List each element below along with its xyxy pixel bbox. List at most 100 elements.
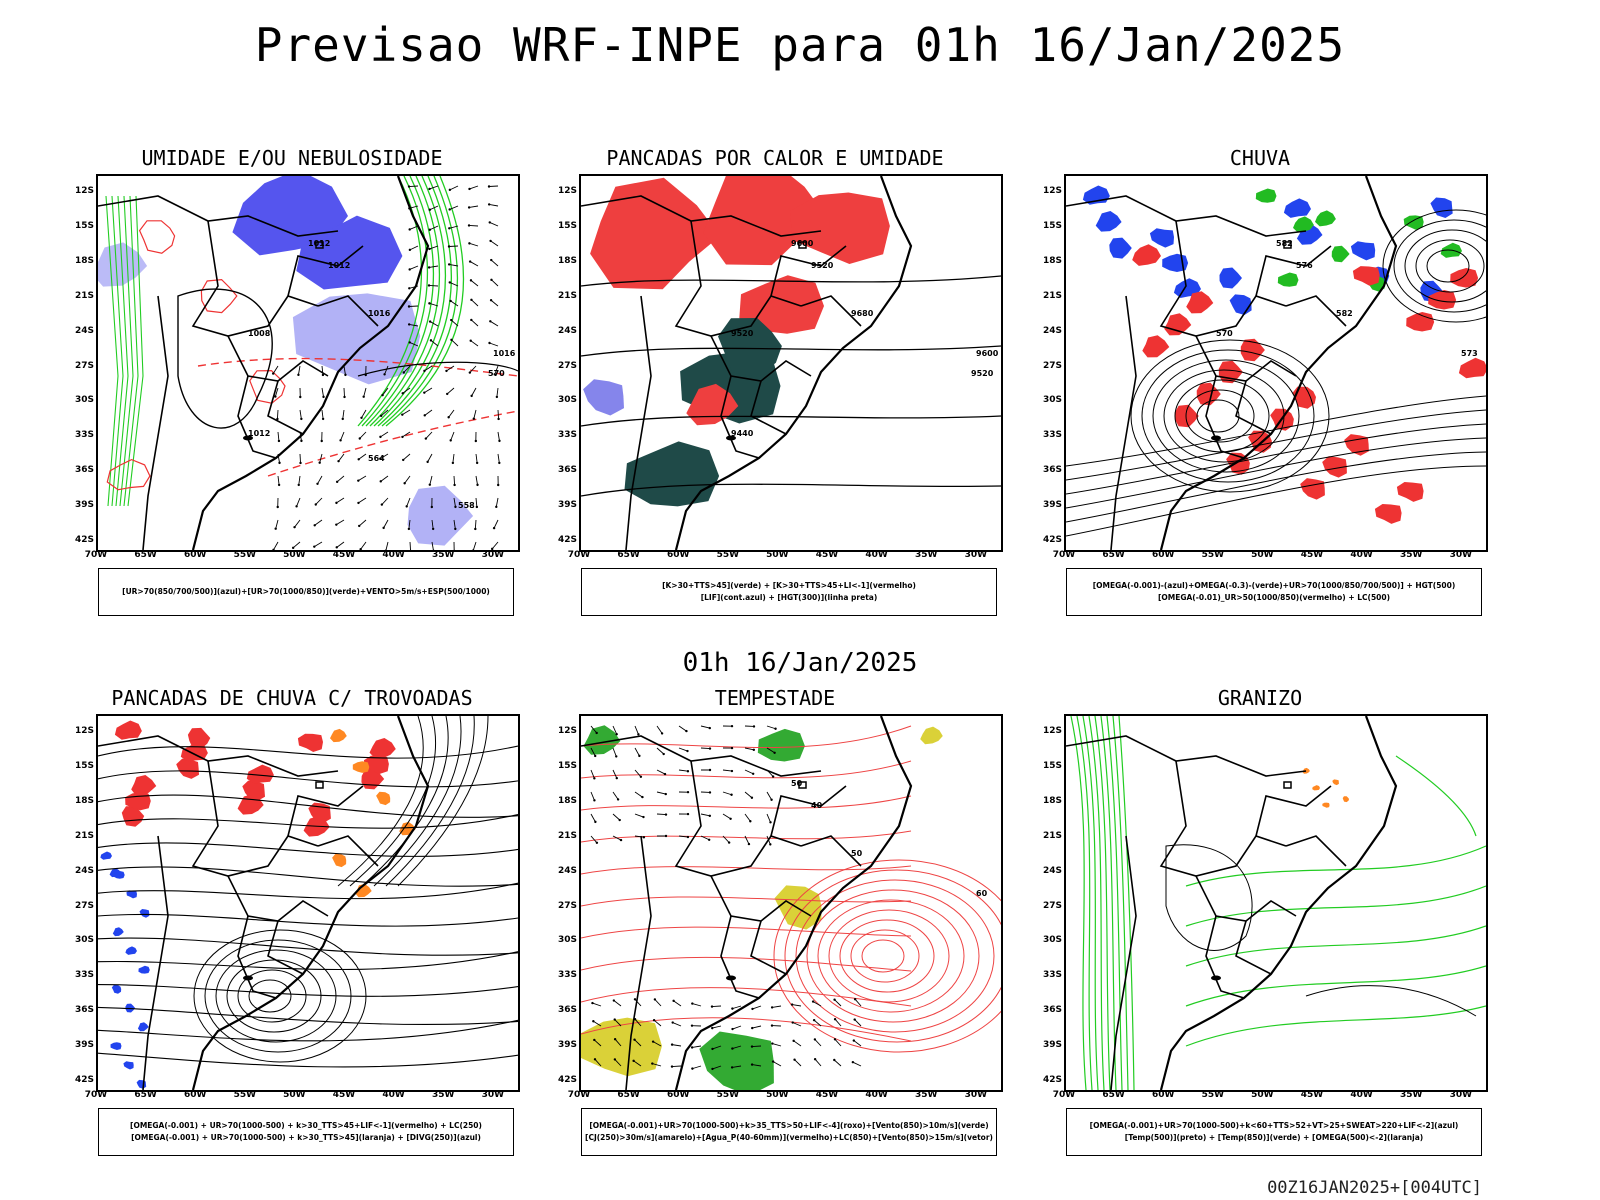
wind-arrow-head <box>321 373 325 377</box>
wind-arrow <box>590 725 598 734</box>
temp-850-contour <box>1076 716 1093 1090</box>
divergence-blue <box>138 965 150 974</box>
latitude-label: 24S <box>1042 325 1062 336</box>
wind-arrow-head <box>318 461 321 464</box>
wind-arrow <box>358 475 367 482</box>
latitude-label: 18S <box>74 255 94 266</box>
wind-arrow-head <box>751 1007 754 1011</box>
wind-arrow <box>732 1045 742 1050</box>
wind-arrow-head <box>616 798 620 801</box>
latitude-label: 39S <box>74 1040 94 1051</box>
wind-arrow-head <box>492 526 496 530</box>
wind-arrow <box>852 1061 862 1067</box>
wind-arrow-head <box>274 395 277 398</box>
legend-line: [OMEGA(-0.001)+UR>70(1000-500)+k<60+TTS>… <box>1089 1121 1459 1130</box>
omega-blue <box>1219 267 1242 289</box>
wind-arrow-head <box>672 999 675 1003</box>
wind-arrow-head <box>651 1062 654 1065</box>
temp-850-contour <box>1185 1005 1486 1047</box>
latitude-label: 15S <box>74 220 94 231</box>
wind-arrow <box>491 541 499 550</box>
precipitable-water-contour <box>581 896 912 907</box>
thickness-contour <box>138 220 176 254</box>
rain-red <box>1450 268 1479 288</box>
coastline <box>674 176 913 550</box>
wind-arrow-head <box>752 725 756 728</box>
latitude-label: 21S <box>557 830 577 841</box>
thunder-orange <box>352 761 370 773</box>
panel-legend: [UR>70(850/700/500)](azul)+[UR>70(1000/8… <box>98 568 514 616</box>
wind-arrow <box>489 342 499 347</box>
wind-arrow-head <box>274 527 277 530</box>
wind-arrow <box>425 431 433 439</box>
thickness-contour <box>200 278 238 314</box>
wind-arrow <box>429 205 439 211</box>
longitude-label: 35W <box>431 550 455 560</box>
divergence-blue <box>123 1061 134 1070</box>
wind-arrow <box>752 1064 762 1067</box>
latitude-label: 27S <box>557 360 577 371</box>
wind-arrow-head <box>358 524 361 528</box>
legend-line: [LIF](cont.azul) + [HGT(300)](linha pret… <box>700 593 878 602</box>
omega-green <box>1255 188 1277 203</box>
streamline <box>98 937 518 956</box>
wind-arrow <box>469 185 479 190</box>
map-area: 582 576 582 573 570 <box>1064 174 1488 552</box>
wind-arrow <box>590 769 595 779</box>
wind-arrow-head <box>379 480 382 483</box>
omega-500-orange <box>1312 785 1320 791</box>
wind-arrow <box>793 1040 802 1047</box>
wind-arrow-head <box>277 483 281 487</box>
panel-pancadas-calor: PANCADAS POR CALOR E UMIDADE 9600 9520 9680… <box>535 146 1015 616</box>
panel-title: PANCADAS DE CHUVA C/ TROVOADAS <box>111 686 473 710</box>
contour-line <box>1382 209 1486 323</box>
omega-green <box>1331 245 1350 263</box>
contour-label: 9520 <box>971 369 994 378</box>
wind-arrow-head <box>731 1047 734 1050</box>
wind-arrow-head <box>403 482 406 485</box>
wind-arrow <box>475 475 478 485</box>
longitude-label: 30W <box>964 550 988 560</box>
streamline <box>337 716 424 887</box>
wind-arrow <box>634 725 639 735</box>
longitude-label: 65W <box>134 550 157 560</box>
wind-arrow <box>612 813 620 821</box>
wind-arrow <box>385 541 389 550</box>
state-border <box>800 295 862 327</box>
convection-red <box>789 192 890 264</box>
wind-arrow <box>678 769 688 772</box>
temp-850-contour <box>1100 716 1117 1090</box>
longitude-label: 60W <box>183 1090 207 1100</box>
wind-arrow <box>732 1005 742 1010</box>
contour-label: 9520 <box>731 329 754 338</box>
latitude-label: 39S <box>74 500 94 511</box>
wind-arrow <box>672 1022 682 1027</box>
wind-arrow <box>834 1059 842 1067</box>
wind-arrow <box>453 497 456 507</box>
coastline <box>674 716 913 1090</box>
wind-arrow-head <box>691 1002 694 1005</box>
geopotential-500-contour <box>1066 451 1486 523</box>
wind-arrow <box>409 323 419 327</box>
panel-legend: [OMEGA(-0.001)-(azul)+OMEGA(-0.3)-(verde… <box>1066 568 1482 616</box>
wind-arrow <box>766 813 771 823</box>
longitude-label: 35W <box>914 1090 938 1100</box>
contour-line <box>204 939 352 1053</box>
wind-arrow-head <box>612 999 616 1002</box>
wind-arrow-head <box>708 726 711 730</box>
wind-arrow <box>361 409 367 419</box>
state-border <box>1066 735 1307 777</box>
streamline <box>385 716 475 887</box>
wind-arrow <box>429 265 439 268</box>
wind-arrow-head <box>343 395 346 399</box>
longitude-label: 40W <box>382 1090 405 1100</box>
wind-arrow <box>692 1003 702 1007</box>
wind-arrow <box>429 245 439 250</box>
contour-line <box>193 929 367 1063</box>
wind-arrow <box>276 409 279 420</box>
wind-arrow-head <box>407 527 411 531</box>
wind-arrow <box>475 453 478 463</box>
wind-arrow <box>453 475 456 486</box>
wind-arrow <box>340 431 345 441</box>
wind-arrow-head <box>662 752 665 756</box>
